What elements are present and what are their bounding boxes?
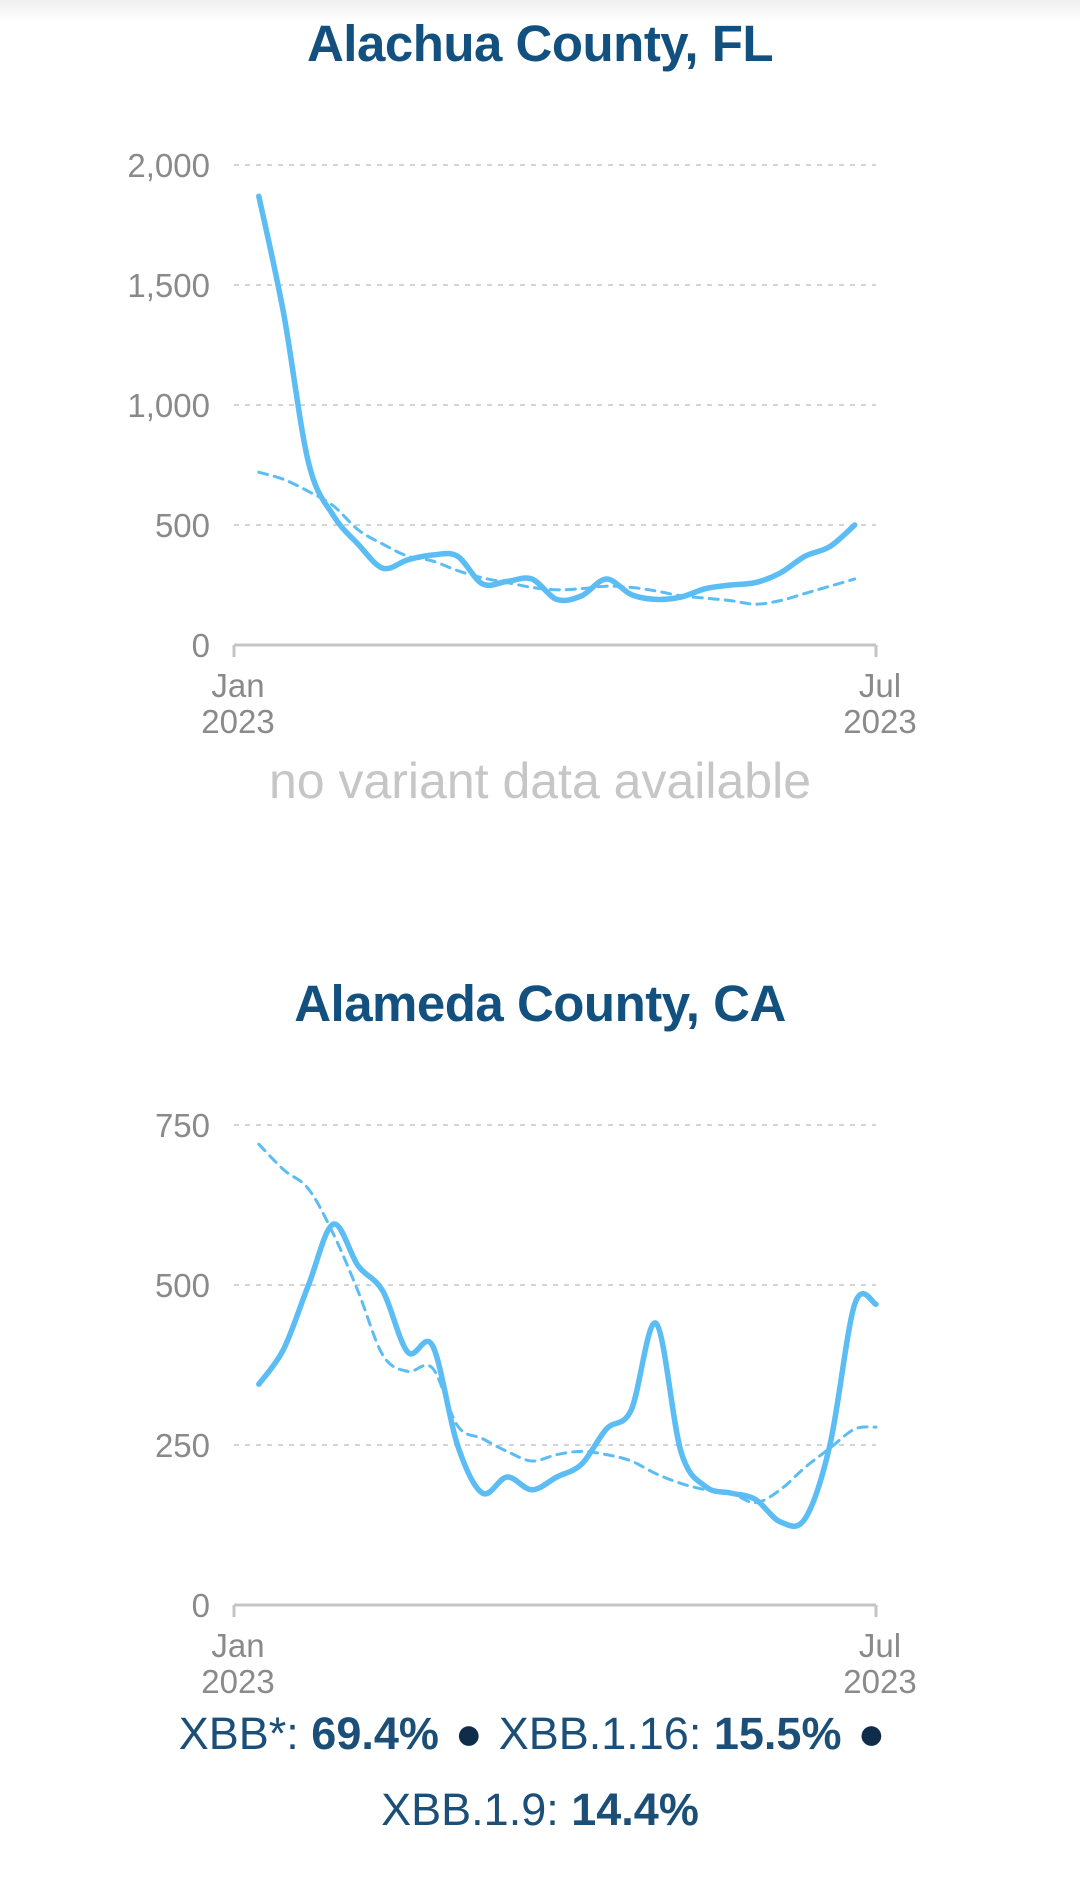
trend-line-dashed xyxy=(257,1142,878,1505)
series-line xyxy=(256,193,858,604)
bullet-separator-icon: ● xyxy=(857,1707,886,1759)
y-tick-label: 0 xyxy=(192,1587,210,1624)
chart-title-alameda: Alameda County, CA xyxy=(294,975,786,1032)
variant-share: 14.4% xyxy=(571,1784,699,1835)
y-tick-label: 750 xyxy=(155,1107,210,1144)
y-tick-label: 1,500 xyxy=(127,267,210,304)
y-tick-label: 250 xyxy=(155,1427,210,1464)
variant-colon: : xyxy=(688,1708,714,1759)
no-variant-data-text: no variant data available xyxy=(268,753,812,809)
variant-summary-row-2: XBB.1.9: 14.4% xyxy=(0,1784,1080,1836)
x-tick-label: 2023 xyxy=(201,1663,274,1700)
y-tick-label: 1,000 xyxy=(127,387,210,424)
variant-name: XBB.1.16 xyxy=(498,1708,689,1759)
series-line xyxy=(256,1221,879,1529)
y-tick-label: 2,000 xyxy=(127,147,210,184)
x-tick-label: Jul xyxy=(859,1627,901,1664)
variant-colon: : xyxy=(546,1784,572,1835)
top-shade xyxy=(0,0,1080,22)
chart-title-alachua: Alachua County, FL xyxy=(306,15,774,72)
variant-summary-row-1: XBB*: 69.4% ● XBB.1.16: 15.5% ● xyxy=(0,1706,1080,1760)
variant-name: XBB.1.9 xyxy=(381,1784,547,1835)
variant-name: XBB* xyxy=(178,1708,287,1759)
y-tick-label: 500 xyxy=(155,507,210,544)
x-tick-label: 2023 xyxy=(843,703,916,740)
x-tick-label: 2023 xyxy=(843,1663,916,1700)
trend-line-dashed xyxy=(257,470,857,606)
x-tick-label: Jan xyxy=(211,1627,264,1664)
bullet-separator-icon: ● xyxy=(454,1707,483,1759)
variant-colon: : xyxy=(286,1708,312,1759)
variant-share: 15.5% xyxy=(713,1708,842,1759)
x-tick-label: Jan xyxy=(211,667,264,704)
x-tick-label: Jul xyxy=(859,667,901,704)
y-tick-label: 500 xyxy=(155,1267,210,1304)
x-tick-label: 2023 xyxy=(201,703,274,740)
y-tick-label: 0 xyxy=(192,627,210,664)
variant-share: 69.4% xyxy=(311,1708,439,1759)
